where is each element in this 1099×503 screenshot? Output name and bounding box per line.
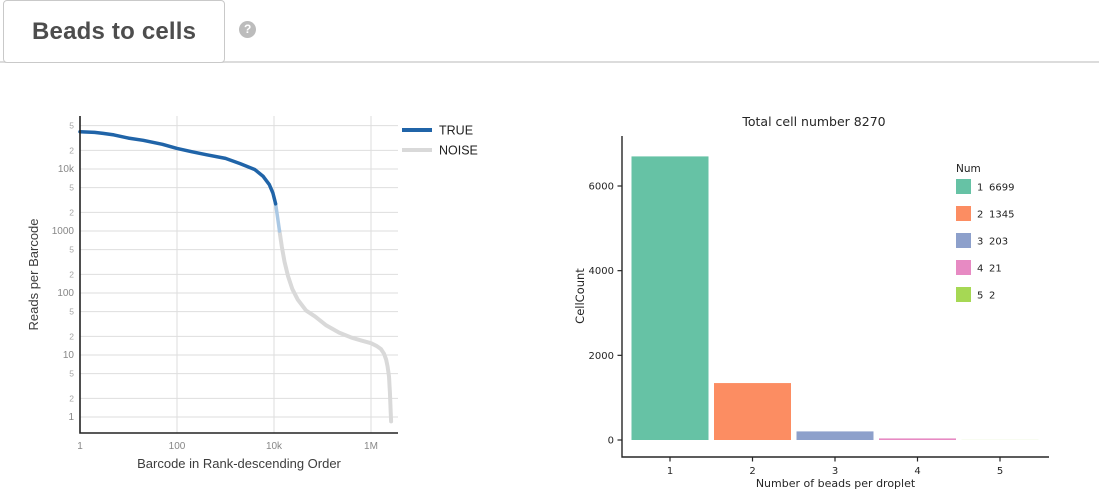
- svg-text:4000: 4000: [589, 266, 614, 277]
- svg-text:10k: 10k: [58, 164, 75, 175]
- tab-beads-to-cells[interactable]: Beads to cells: [3, 0, 225, 63]
- legend-swatch-4: [956, 260, 971, 275]
- bar-chart-title: Total cell number 8270: [741, 114, 885, 129]
- x-axis-label: Barcode in Rank-descending Order: [137, 456, 341, 471]
- svg-text:5: 5: [69, 369, 74, 379]
- bar-1: [632, 156, 709, 440]
- svg-text:4: 4: [914, 466, 920, 477]
- legend-count-1: 6699: [989, 183, 1014, 194]
- question-mark-glyph: ?: [244, 22, 251, 36]
- noise-series-line: [280, 231, 392, 421]
- svg-text:2: 2: [69, 207, 74, 217]
- svg-text:3: 3: [832, 466, 838, 477]
- svg-text:5: 5: [69, 121, 74, 131]
- legend-count-2: 1345: [989, 210, 1014, 221]
- bar-3: [797, 431, 874, 440]
- transition-series-line: [276, 204, 280, 231]
- legend-count-4: 21: [989, 264, 1002, 275]
- rank-plot-legend: TRUE NOISE: [402, 124, 478, 158]
- svg-text:1: 1: [77, 441, 83, 452]
- legend-label-4: 4: [977, 264, 983, 275]
- svg-text:5: 5: [69, 245, 74, 255]
- bar-4: [879, 438, 956, 440]
- svg-text:2000: 2000: [589, 351, 614, 362]
- svg-text:1: 1: [667, 466, 673, 477]
- svg-text:2: 2: [69, 331, 74, 341]
- legend-swatch-1: [956, 179, 971, 194]
- x-axis-label: Number of beads per droplet: [756, 477, 916, 490]
- svg-text:5: 5: [69, 307, 74, 317]
- legend-label-3: 3: [977, 237, 983, 248]
- legend-swatch-5: [956, 287, 971, 302]
- bar-2: [714, 383, 791, 440]
- svg-text:0: 0: [608, 436, 614, 447]
- svg-text:1M: 1M: [364, 441, 378, 452]
- svg-text:5: 5: [997, 466, 1003, 477]
- svg-text:10: 10: [63, 350, 75, 361]
- svg-text:2: 2: [69, 145, 74, 155]
- legend-swatch-2: [956, 206, 971, 221]
- y-axis-label: Reads per Barcode: [26, 218, 41, 330]
- legend-label-2: 2: [977, 210, 983, 221]
- legend-count-3: 203: [989, 237, 1008, 248]
- tab-bar: Beads to cells ?: [0, 0, 1099, 63]
- svg-text:100: 100: [57, 288, 74, 299]
- page-title: Beads to cells: [32, 18, 196, 46]
- beads-per-droplet-bar-chart-svg: 0 2000 4000 6000 1 2 3 4 5 Total cell number 8270…: [552, 106, 1099, 498]
- svg-text:10k: 10k: [266, 441, 283, 452]
- svg-text:6000: 6000: [589, 182, 614, 193]
- svg-text:2: 2: [69, 269, 74, 279]
- legend-count-5: 2: [989, 291, 995, 302]
- legend-label-noise: NOISE: [439, 144, 478, 158]
- legend-swatch-3: [956, 233, 971, 248]
- true-series-line: [80, 132, 276, 204]
- legend-label-1: 1: [977, 183, 983, 194]
- svg-text:1: 1: [68, 412, 74, 423]
- y-axis-label: CellCount: [573, 268, 587, 324]
- legend-label-5: 5: [977, 291, 983, 302]
- beads-per-droplet-bar-chart: 0 2000 4000 6000 1 2 3 4 5 Total cell number 8270…: [552, 106, 1099, 503]
- help-icon[interactable]: ?: [239, 21, 256, 38]
- svg-text:5: 5: [69, 183, 74, 193]
- svg-text:2: 2: [749, 466, 755, 477]
- legend-label-true: TRUE: [439, 124, 473, 138]
- legend-title: Num: [956, 163, 981, 175]
- svg-text:2: 2: [69, 393, 74, 403]
- svg-text:1000: 1000: [52, 226, 75, 237]
- svg-text:100: 100: [169, 441, 186, 452]
